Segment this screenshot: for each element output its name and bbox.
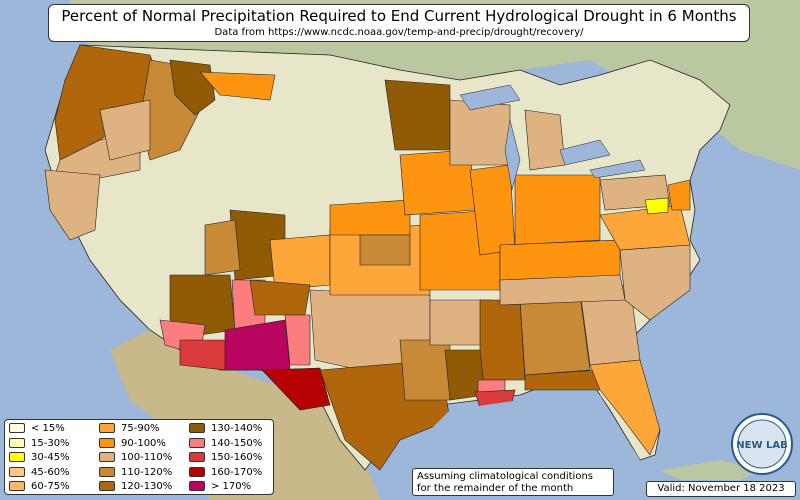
region-co-orange xyxy=(269,234,331,291)
legend-label: 120-130% xyxy=(121,481,173,492)
legend-swatch xyxy=(99,452,115,462)
newlab-logo: NEW LAB xyxy=(731,413,793,475)
region-az-red xyxy=(179,339,231,371)
legend-swatch xyxy=(99,423,115,433)
region-michigan xyxy=(524,109,566,171)
canada-land xyxy=(70,0,800,170)
legend-item: > 170% xyxy=(189,481,251,493)
legend-label: < 15% xyxy=(31,423,65,434)
legend-swatch xyxy=(189,423,205,433)
map-subtitle: Data from https://www.ncdc.noaa.gov/temp… xyxy=(214,27,584,38)
legend-item: 120-130% xyxy=(99,481,172,493)
legend-item: 140-150% xyxy=(189,437,263,450)
legend-label: 30-45% xyxy=(31,452,70,463)
legend-swatch xyxy=(99,481,115,491)
region-ks-brown xyxy=(359,234,411,266)
legend-label: 150-160% xyxy=(211,452,263,463)
region-arizona xyxy=(169,274,236,336)
great-lakes xyxy=(459,84,646,191)
legend-label: > 170% xyxy=(211,481,252,492)
map-title: Percent of Normal Precipitation Required… xyxy=(61,7,737,25)
legend-item: 150-160% xyxy=(189,452,262,464)
legend-swatch xyxy=(9,423,25,433)
note-line-1: Assuming climatological conditions xyxy=(417,471,593,482)
region-nm-brown xyxy=(249,279,311,316)
legend-item: 45-60% xyxy=(9,466,70,479)
legend-label: 100-110% xyxy=(121,452,173,463)
region-maryland-yellow xyxy=(644,197,669,215)
logo-text: NEW LAB xyxy=(736,440,787,451)
legend-item: < 15% xyxy=(9,423,65,435)
legend-swatch xyxy=(189,452,205,462)
region-tennessee xyxy=(499,274,626,306)
legend-item: 60-75% xyxy=(9,481,70,493)
legend-item: 15-30% xyxy=(9,437,70,450)
legend-label: 60-75% xyxy=(31,481,70,492)
legend-swatch xyxy=(189,481,205,491)
legend-item: 110-120% xyxy=(99,466,173,479)
logo-circle-inner xyxy=(737,419,787,469)
legend-label: 130-140% xyxy=(211,423,263,434)
legend-item: 75-90% xyxy=(99,423,160,435)
legend-item: 90-100% xyxy=(99,437,166,450)
region-indiana-ohio xyxy=(514,174,601,246)
region-nj xyxy=(667,179,691,211)
legend-swatch xyxy=(9,437,25,448)
legend-swatch xyxy=(9,466,25,477)
legend-swatch xyxy=(99,437,115,448)
legend-label: 75-90% xyxy=(121,423,160,434)
region-alabama xyxy=(519,294,591,376)
legend-swatch xyxy=(189,437,205,448)
legend-label: 160-170% xyxy=(211,466,263,478)
legend: < 15% 15-30% 30-45% 45-60% 60-75% 75-90% 90-10… xyxy=(4,419,274,495)
legend-label: 90-100% xyxy=(121,437,166,449)
title-box: Percent of Normal Precipitation Required… xyxy=(48,4,750,42)
region-minnesota xyxy=(384,79,451,151)
legend-item: 100-110% xyxy=(99,452,172,464)
note-line-2: for the remainder of the month xyxy=(417,483,574,494)
legend-label: 110-120% xyxy=(121,466,173,478)
legend-label: 140-150% xyxy=(211,437,263,449)
region-mississippi xyxy=(479,299,526,381)
region-nw-tan xyxy=(99,99,151,161)
region-montana-orange xyxy=(199,71,276,101)
legend-label: 15-30% xyxy=(31,437,70,449)
legend-swatch xyxy=(99,466,115,477)
region-texas-east xyxy=(399,339,451,401)
legend-swatch xyxy=(9,481,25,491)
region-wisconsin xyxy=(449,99,511,166)
legend-item: 130-140% xyxy=(189,423,262,435)
legend-label: 45-60% xyxy=(31,466,70,478)
region-utah-tan xyxy=(204,219,241,276)
valid-date: Valid: November 18 2023 xyxy=(646,481,796,497)
region-nm-pink2 xyxy=(284,314,311,366)
legend-item: 160-170% xyxy=(189,466,263,479)
region-west-texas xyxy=(261,367,331,411)
legend-swatch xyxy=(9,452,25,462)
mexico-land xyxy=(110,330,380,500)
legend-swatch xyxy=(189,466,205,477)
note-box: Assuming climatological conditions for t… xyxy=(412,468,614,496)
caribbean-land xyxy=(660,460,760,480)
region-california-north xyxy=(44,169,101,241)
legend-item: 30-45% xyxy=(9,452,70,464)
region-florida xyxy=(589,359,661,456)
region-nebraska xyxy=(329,199,411,236)
